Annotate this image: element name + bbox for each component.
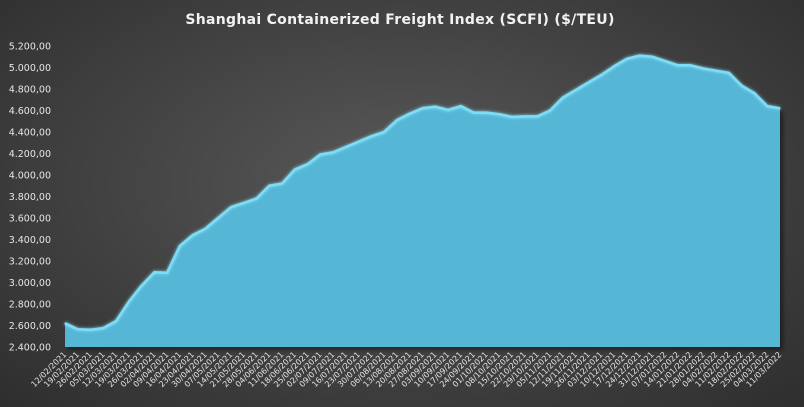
y-axis: 2.400,00 2.600,00 2.800,00 3.000,00 3.200,00… <box>9 42 51 354</box>
data-point <box>230 206 232 208</box>
data-point <box>690 64 692 66</box>
data-point <box>511 116 513 118</box>
data-point <box>370 135 373 137</box>
y-tick-label: 4.600,00 <box>9 106 51 117</box>
data-point <box>779 107 781 109</box>
data-point <box>409 113 411 115</box>
data-point <box>460 105 462 107</box>
data-point <box>626 58 628 60</box>
y-tick-label: 5.200,00 <box>9 42 51 53</box>
data-point <box>741 85 743 87</box>
data-point <box>664 60 666 62</box>
data-point <box>255 198 258 200</box>
data-point <box>638 55 641 57</box>
data-point <box>115 320 117 322</box>
y-tick-label: 3.200,00 <box>9 257 51 268</box>
data-point <box>447 109 449 111</box>
data-point <box>306 163 309 165</box>
data-point <box>485 112 487 114</box>
data-point <box>613 65 615 68</box>
data-point <box>702 67 704 70</box>
data-point <box>166 272 168 274</box>
data-point <box>421 107 424 109</box>
y-tick-label: 5.000,00 <box>9 63 51 74</box>
data-point <box>524 115 526 118</box>
y-tick-label: 4.000,00 <box>9 171 51 182</box>
data-point <box>192 234 194 236</box>
data-point <box>358 141 360 143</box>
y-tick-label: 2.400,00 <box>9 343 51 354</box>
data-point <box>753 92 756 94</box>
data-point <box>575 89 577 91</box>
data-point <box>498 113 500 115</box>
data-point <box>600 74 602 76</box>
series-area <box>65 55 780 348</box>
data-point <box>677 64 679 66</box>
data-point <box>587 81 590 84</box>
x-axis: 12/02/202119/02/202126/02/202105/03/2021… <box>29 350 783 389</box>
data-point <box>536 115 539 118</box>
data-point <box>153 271 155 273</box>
y-tick-label: 2.800,00 <box>9 300 51 311</box>
data-point <box>651 56 653 58</box>
plot-area <box>64 54 781 348</box>
y-tick-label: 2.600,00 <box>9 321 51 332</box>
y-tick-label: 3.600,00 <box>9 214 51 225</box>
data-point <box>281 183 283 185</box>
y-tick-label: 4.800,00 <box>9 85 51 96</box>
data-point <box>472 112 475 114</box>
chart-title: Shanghai Containerized Freight Index (SC… <box>185 12 614 28</box>
data-point <box>383 131 385 133</box>
data-point <box>89 329 92 331</box>
data-point <box>243 202 245 204</box>
data-point <box>345 146 347 148</box>
data-point <box>396 119 398 121</box>
y-tick-label: 3.400,00 <box>9 235 51 246</box>
y-tick-label: 3.000,00 <box>9 278 51 289</box>
data-point <box>562 97 564 99</box>
data-point <box>715 70 717 72</box>
data-point <box>332 151 334 154</box>
data-point <box>766 105 768 107</box>
data-point <box>728 72 730 74</box>
data-point <box>102 327 104 329</box>
data-point <box>217 217 219 219</box>
data-point <box>128 301 130 303</box>
data-point <box>549 109 551 112</box>
data-point <box>204 228 207 230</box>
data-point <box>64 322 66 324</box>
data-point <box>268 185 270 187</box>
data-point <box>77 328 79 330</box>
data-point <box>319 153 321 156</box>
y-tick-label: 4.400,00 <box>9 128 51 139</box>
data-point <box>294 169 296 171</box>
y-tick-label: 4.200,00 <box>9 149 51 160</box>
data-point <box>434 106 436 108</box>
y-tick-label: 3.800,00 <box>9 192 51 203</box>
data-point <box>141 285 143 287</box>
data-point <box>179 245 181 247</box>
